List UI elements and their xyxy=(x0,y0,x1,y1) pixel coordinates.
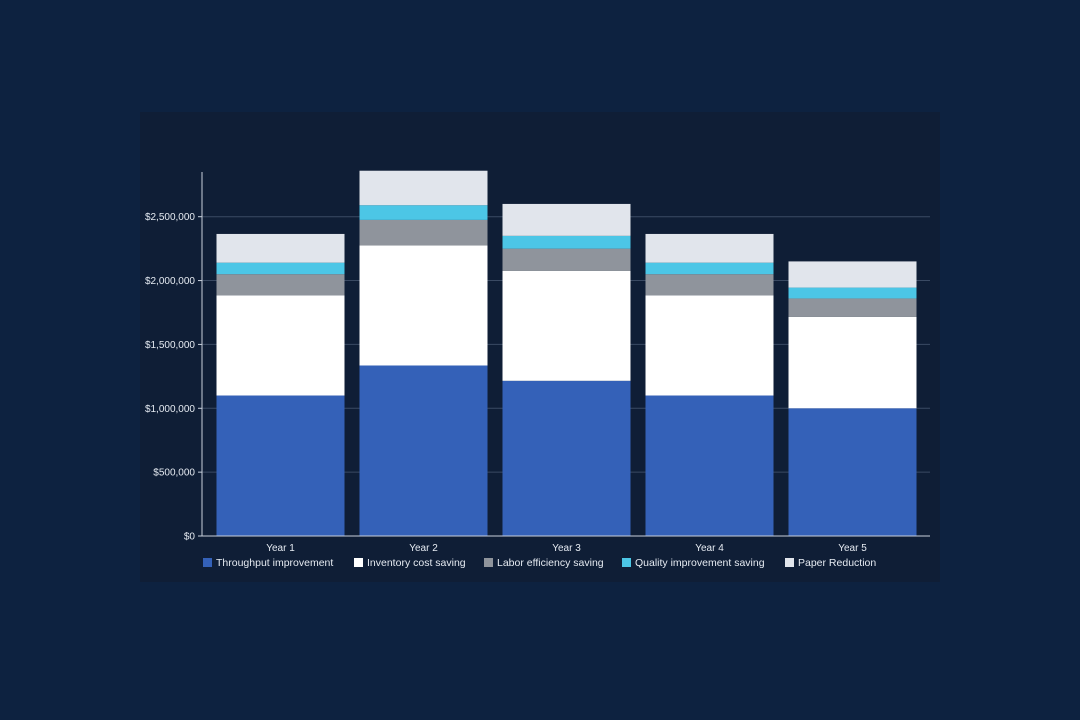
x-tick-label: Year 3 xyxy=(552,543,581,554)
x-tick-label: Year 1 xyxy=(266,543,295,554)
bar-segment-quality-improvement-saving xyxy=(502,235,631,249)
legend-label: Quality improvement saving xyxy=(635,557,765,569)
bar-segment-throughput-improvement xyxy=(502,380,631,536)
bars xyxy=(216,170,917,536)
legend: Throughput improvement Inventory cost sav… xyxy=(203,557,876,569)
x-axis-labels: Year 1 Year 2 Year 3 Year 4 Year 5 xyxy=(266,543,867,554)
bar-segment-throughput-improvement xyxy=(645,395,774,536)
y-tick-label: $2,000,000 xyxy=(145,276,195,287)
bar-segment-inventory-cost-saving xyxy=(788,316,917,409)
bar-segment-quality-improvement-saving xyxy=(216,262,345,275)
bar-segment-paper-reduction xyxy=(359,170,488,206)
bar-segment-inventory-cost-saving xyxy=(502,270,631,381)
bar-segment-labor-efficiency-saving xyxy=(216,274,345,296)
bar-segment-labor-efficiency-saving xyxy=(359,219,488,246)
y-tick-label: $500,000 xyxy=(153,468,195,479)
bar-segment-labor-efficiency-saving xyxy=(788,298,917,317)
legend-swatch xyxy=(785,558,794,567)
bar-segment-quality-improvement-saving xyxy=(359,205,488,220)
y-axis-ticks: $0 $500,000 $1,000,000 $1,500,000 $2,000,000… xyxy=(145,212,202,543)
bar-segment-paper-reduction xyxy=(788,261,917,288)
stacked-bar-chart: $0 $500,000 $1,000,000 $1,500,000 $2,000,000… xyxy=(145,170,930,569)
legend-swatch xyxy=(622,558,631,567)
bar-segment-paper-reduction xyxy=(502,203,631,236)
legend-swatch xyxy=(203,558,212,567)
bar-segment-throughput-improvement xyxy=(216,395,345,536)
legend-label: Paper Reduction xyxy=(798,557,876,569)
x-tick-label: Year 4 xyxy=(695,543,724,554)
bar-segment-throughput-improvement xyxy=(359,365,488,536)
bar-segment-paper-reduction xyxy=(216,233,345,263)
bar-segment-labor-efficiency-saving xyxy=(645,274,774,296)
x-tick-label: Year 5 xyxy=(838,543,867,554)
bar-segment-throughput-improvement xyxy=(788,408,917,536)
y-tick-label: $2,500,000 xyxy=(145,212,195,223)
legend-label: Throughput improvement xyxy=(216,557,333,569)
legend-swatch xyxy=(354,558,363,567)
legend-label: Labor efficiency saving xyxy=(497,557,604,569)
legend-label: Inventory cost saving xyxy=(367,557,466,569)
bar-segment-labor-efficiency-saving xyxy=(502,248,631,271)
bar-segment-inventory-cost-saving xyxy=(216,295,345,396)
bar-segment-paper-reduction xyxy=(645,233,774,263)
y-tick-label: $1,500,000 xyxy=(145,340,195,351)
chart-card: $0 $500,000 $1,000,000 $1,500,000 $2,000,000… xyxy=(140,112,940,582)
bar-segment-inventory-cost-saving xyxy=(645,295,774,396)
y-tick-label: $0 xyxy=(184,532,196,543)
bar-segment-quality-improvement-saving xyxy=(645,262,774,275)
bar-segment-quality-improvement-saving xyxy=(788,287,917,299)
y-tick-label: $1,000,000 xyxy=(145,404,195,415)
legend-swatch xyxy=(484,558,493,567)
x-tick-label: Year 2 xyxy=(409,543,438,554)
bar-segment-inventory-cost-saving xyxy=(359,245,488,366)
